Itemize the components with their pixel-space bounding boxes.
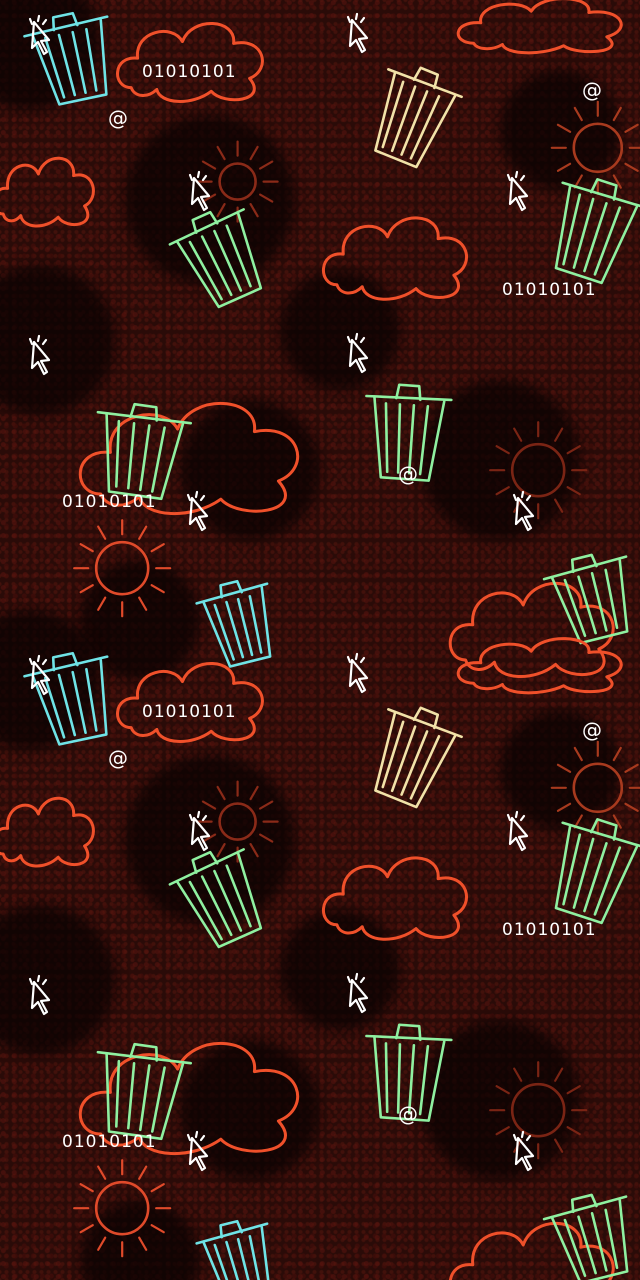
cloud-icon <box>0 156 95 228</box>
cursor-icon <box>28 974 51 1016</box>
binary-text: 01010101 <box>502 280 597 300</box>
sun-icon <box>72 518 172 618</box>
cursor-icon <box>506 170 529 212</box>
trash-can-icon <box>365 1023 453 1122</box>
binary-text: 01010101 <box>502 920 597 940</box>
at-symbol: @ <box>582 78 602 102</box>
trash-can-icon <box>554 818 640 925</box>
cursor-icon <box>346 12 369 54</box>
sun-icon <box>196 140 280 224</box>
trash-can-icon <box>365 383 453 482</box>
trash-can-icon <box>195 1219 272 1280</box>
cloud-icon <box>321 856 469 941</box>
binary-text: 01010101 <box>142 62 237 82</box>
cursor-icon <box>186 490 209 532</box>
shadow-blob <box>125 755 295 925</box>
trash-can-icon <box>374 706 463 809</box>
trash-can-icon <box>542 553 629 645</box>
trash-can-icon <box>96 1042 193 1141</box>
at-symbol: @ <box>108 106 128 130</box>
sun-icon <box>72 1158 172 1258</box>
shadow-blob <box>420 1020 580 1180</box>
shadow-blob <box>0 905 115 1055</box>
trash-can-icon <box>23 11 109 106</box>
cloud-icon <box>116 662 264 743</box>
cursor-icon <box>28 334 51 376</box>
binary-text: 01010101 <box>142 702 237 722</box>
cursor-icon <box>346 652 369 694</box>
cursor-icon <box>346 972 369 1014</box>
cursor-icon <box>28 654 51 696</box>
sun-icon <box>550 100 640 196</box>
trash-can-icon <box>168 208 263 309</box>
cursor-icon <box>512 1130 535 1172</box>
sun-icon <box>550 740 640 836</box>
cloud-icon <box>456 637 623 695</box>
cloud-icon <box>456 0 623 55</box>
cloud-icon <box>78 401 300 516</box>
cursor-icon <box>188 170 211 212</box>
cloud-icon <box>448 581 615 678</box>
binary-text: 01010101 <box>62 492 157 512</box>
cloud-icon <box>78 1041 300 1156</box>
cloud-icon <box>449 1221 615 1280</box>
cloud-icon <box>0 796 95 868</box>
cursor-icon <box>506 810 529 852</box>
at-symbol: @ <box>582 718 602 742</box>
trash-can-icon <box>542 1193 629 1280</box>
cursor-icon <box>186 1130 209 1172</box>
cursor-icon <box>512 490 535 532</box>
shadow-blob <box>125 115 295 285</box>
shadow-blob <box>0 265 115 415</box>
sun-icon <box>196 780 280 864</box>
cursor-icon <box>346 332 369 374</box>
at-symbol: @ <box>108 746 128 770</box>
shadow-blob <box>420 380 580 540</box>
sun-icon <box>488 420 588 520</box>
at-symbol: @ <box>398 462 418 486</box>
cloud-icon <box>321 216 469 301</box>
cloud-icon <box>116 22 264 103</box>
cursor-icon <box>28 14 51 56</box>
at-symbol: @ <box>398 1102 418 1126</box>
trash-can-icon <box>374 66 463 169</box>
trash-can-icon <box>195 579 272 668</box>
trash-can-icon <box>23 651 109 746</box>
cursor-icon <box>188 810 211 852</box>
trash-can-icon <box>168 848 263 949</box>
trash-can-icon <box>554 178 640 285</box>
trash-can-icon <box>96 402 193 501</box>
binary-text: 01010101 <box>62 1132 157 1152</box>
